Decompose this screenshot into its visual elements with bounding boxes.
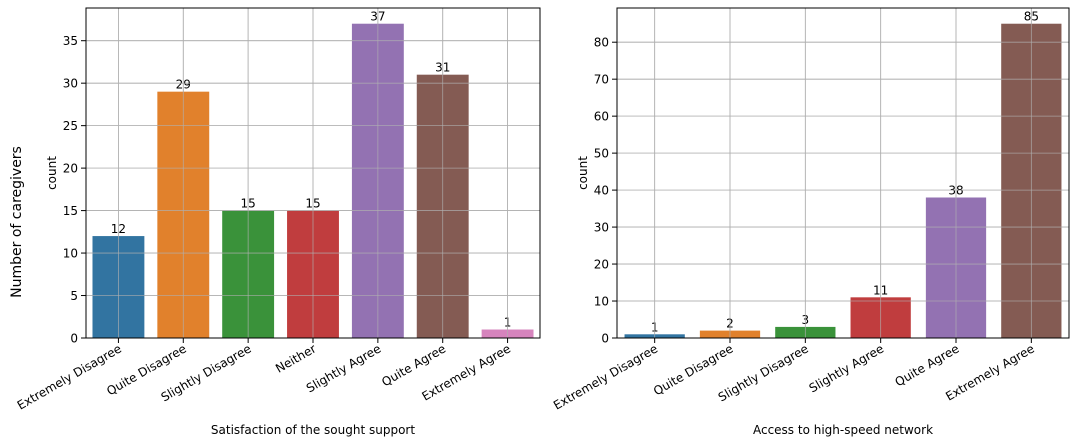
y-tick-label: 40 (594, 184, 609, 198)
x-tick-label: Neither (273, 341, 318, 375)
axes-frame (616, 7, 1070, 339)
y-tick-label: 80 (594, 36, 609, 50)
chart-network-access: 12311388501020304050607080Extremely Disa… (551, 7, 1070, 437)
y-tick-label: 50 (594, 147, 609, 161)
x-axis-label: Satisfaction of the sought support (211, 423, 415, 437)
y-tick-label: 25 (63, 119, 78, 133)
x-axis-label: Access to high-speed network (753, 423, 933, 437)
y-tick-label: 15 (63, 204, 78, 218)
y-tick-label: 10 (594, 295, 609, 309)
y-tick-label: 30 (594, 221, 609, 235)
x-tick-label: Extremely Disagree (15, 341, 124, 412)
y-tick-label: 30 (63, 77, 78, 91)
y-tick-label: 70 (594, 73, 609, 87)
y-tick-label: 0 (70, 332, 78, 346)
y-tick-label: 10 (63, 247, 78, 261)
figure-ylabel: Number of caregivers (9, 146, 25, 298)
x-tick-label: Quite Agree (893, 341, 962, 389)
x-tick-label: Slightly Agree (807, 341, 887, 395)
y-tick-label: 0 (601, 332, 609, 346)
y-tick-label: 20 (63, 162, 78, 176)
y-tick-label: 35 (63, 34, 78, 48)
x-tick-label: Extremely Disagree (551, 341, 660, 412)
y-axis-label: count (45, 156, 59, 190)
y-axis-label: count (576, 156, 590, 190)
y-tick-label: 5 (70, 289, 78, 303)
y-tick-label: 60 (594, 110, 609, 124)
y-tick-label: 20 (594, 258, 609, 272)
